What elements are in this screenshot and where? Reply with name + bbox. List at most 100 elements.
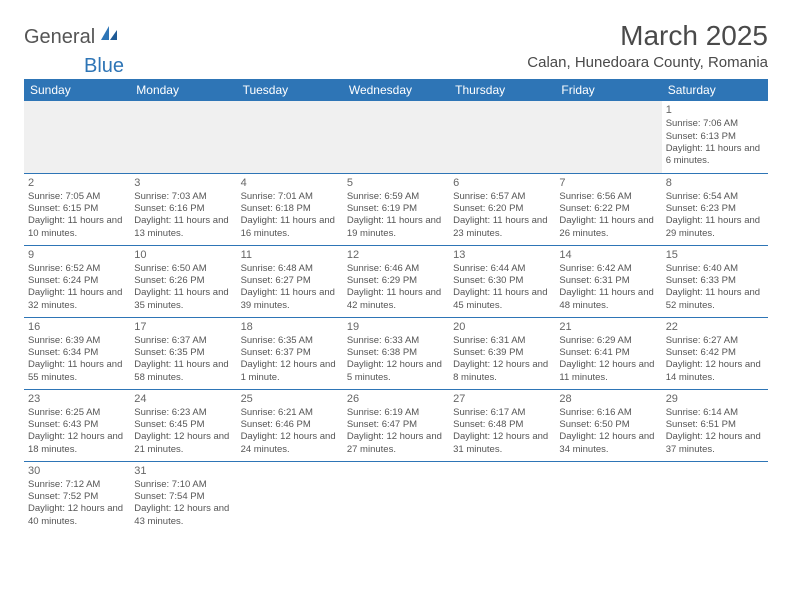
calendar-week-row: 23Sunrise: 6:25 AMSunset: 6:43 PMDayligh… [24,389,768,461]
calendar-empty-cell [130,101,236,173]
day-number: 12 [347,248,445,262]
day-info: Sunrise: 7:05 AMSunset: 6:15 PMDaylight:… [28,191,126,240]
calendar-empty-cell [555,461,661,533]
calendar-day-cell: 15Sunrise: 6:40 AMSunset: 6:33 PMDayligh… [662,245,768,317]
calendar-table: SundayMondayTuesdayWednesdayThursdayFrid… [24,79,768,533]
day-number: 31 [134,464,232,478]
day-number: 17 [134,320,232,334]
calendar-day-cell: 12Sunrise: 6:46 AMSunset: 6:29 PMDayligh… [343,245,449,317]
logo-text-main: General [24,26,95,49]
day-info: Sunrise: 6:17 AMSunset: 6:48 PMDaylight:… [453,407,551,456]
calendar-day-cell: 29Sunrise: 6:14 AMSunset: 6:51 PMDayligh… [662,389,768,461]
day-number: 7 [559,176,657,190]
day-info: Sunrise: 6:29 AMSunset: 6:41 PMDaylight:… [559,335,657,384]
day-number: 20 [453,320,551,334]
day-number: 10 [134,248,232,262]
calendar-empty-cell [662,461,768,533]
day-number: 8 [666,176,764,190]
calendar-day-cell: 4Sunrise: 7:01 AMSunset: 6:18 PMDaylight… [237,173,343,245]
location-text: Calan, Hunedoara County, Romania [527,54,768,71]
page-header: General March 2025 Calan, Hunedoara Coun… [24,20,768,71]
calendar-day-cell: 14Sunrise: 6:42 AMSunset: 6:31 PMDayligh… [555,245,661,317]
day-info: Sunrise: 6:59 AMSunset: 6:19 PMDaylight:… [347,191,445,240]
day-number: 18 [241,320,339,334]
day-info: Sunrise: 6:27 AMSunset: 6:42 PMDaylight:… [666,335,764,384]
day-info: Sunrise: 7:12 AMSunset: 7:52 PMDaylight:… [28,479,126,528]
day-info: Sunrise: 6:44 AMSunset: 6:30 PMDaylight:… [453,263,551,312]
day-info: Sunrise: 6:54 AMSunset: 6:23 PMDaylight:… [666,191,764,240]
calendar-empty-cell [24,101,130,173]
day-number: 15 [666,248,764,262]
calendar-week-row: 2Sunrise: 7:05 AMSunset: 6:15 PMDaylight… [24,173,768,245]
calendar-empty-cell [237,101,343,173]
calendar-day-cell: 28Sunrise: 6:16 AMSunset: 6:50 PMDayligh… [555,389,661,461]
calendar-day-cell: 3Sunrise: 7:03 AMSunset: 6:16 PMDaylight… [130,173,236,245]
day-info: Sunrise: 6:16 AMSunset: 6:50 PMDaylight:… [559,407,657,456]
weekday-row: SundayMondayTuesdayWednesdayThursdayFrid… [24,79,768,101]
day-info: Sunrise: 6:42 AMSunset: 6:31 PMDaylight:… [559,263,657,312]
calendar-day-cell: 23Sunrise: 6:25 AMSunset: 6:43 PMDayligh… [24,389,130,461]
calendar-empty-cell [343,461,449,533]
calendar-day-cell: 10Sunrise: 6:50 AMSunset: 6:26 PMDayligh… [130,245,236,317]
day-info: Sunrise: 6:57 AMSunset: 6:20 PMDaylight:… [453,191,551,240]
calendar-day-cell: 30Sunrise: 7:12 AMSunset: 7:52 PMDayligh… [24,461,130,533]
calendar-day-cell: 1Sunrise: 7:06 AMSunset: 6:13 PMDaylight… [662,101,768,173]
calendar-day-cell: 18Sunrise: 6:35 AMSunset: 6:37 PMDayligh… [237,317,343,389]
day-number: 26 [347,392,445,406]
logo-sail-icon [99,24,119,47]
day-info: Sunrise: 6:33 AMSunset: 6:38 PMDaylight:… [347,335,445,384]
day-number: 16 [28,320,126,334]
day-info: Sunrise: 6:31 AMSunset: 6:39 PMDaylight:… [453,335,551,384]
calendar-day-cell: 17Sunrise: 6:37 AMSunset: 6:35 PMDayligh… [130,317,236,389]
calendar-empty-cell [449,461,555,533]
day-info: Sunrise: 6:35 AMSunset: 6:37 PMDaylight:… [241,335,339,384]
day-number: 19 [347,320,445,334]
calendar-day-cell: 27Sunrise: 6:17 AMSunset: 6:48 PMDayligh… [449,389,555,461]
day-number: 5 [347,176,445,190]
day-number: 21 [559,320,657,334]
calendar-head: SundayMondayTuesdayWednesdayThursdayFrid… [24,79,768,101]
weekday-header: Thursday [449,79,555,101]
calendar-body: 1Sunrise: 7:06 AMSunset: 6:13 PMDaylight… [24,101,768,533]
logo: General [24,26,121,49]
weekday-header: Sunday [24,79,130,101]
day-info: Sunrise: 6:37 AMSunset: 6:35 PMDaylight:… [134,335,232,384]
day-info: Sunrise: 7:06 AMSunset: 6:13 PMDaylight:… [666,118,764,167]
calendar-empty-cell [343,101,449,173]
day-info: Sunrise: 6:23 AMSunset: 6:45 PMDaylight:… [134,407,232,456]
day-info: Sunrise: 6:48 AMSunset: 6:27 PMDaylight:… [241,263,339,312]
day-info: Sunrise: 6:56 AMSunset: 6:22 PMDaylight:… [559,191,657,240]
day-info: Sunrise: 6:46 AMSunset: 6:29 PMDaylight:… [347,263,445,312]
day-info: Sunrise: 6:50 AMSunset: 6:26 PMDaylight:… [134,263,232,312]
day-info: Sunrise: 7:10 AMSunset: 7:54 PMDaylight:… [134,479,232,528]
day-info: Sunrise: 6:14 AMSunset: 6:51 PMDaylight:… [666,407,764,456]
day-number: 29 [666,392,764,406]
weekday-header: Monday [130,79,236,101]
day-number: 3 [134,176,232,190]
calendar-day-cell: 9Sunrise: 6:52 AMSunset: 6:24 PMDaylight… [24,245,130,317]
day-info: Sunrise: 6:25 AMSunset: 6:43 PMDaylight:… [28,407,126,456]
calendar-week-row: 9Sunrise: 6:52 AMSunset: 6:24 PMDaylight… [24,245,768,317]
calendar-empty-cell [555,101,661,173]
day-number: 14 [559,248,657,262]
calendar-empty-cell [237,461,343,533]
calendar-day-cell: 5Sunrise: 6:59 AMSunset: 6:19 PMDaylight… [343,173,449,245]
day-info: Sunrise: 6:39 AMSunset: 6:34 PMDaylight:… [28,335,126,384]
day-number: 25 [241,392,339,406]
month-title: March 2025 [527,20,768,52]
weekday-header: Friday [555,79,661,101]
calendar-day-cell: 26Sunrise: 6:19 AMSunset: 6:47 PMDayligh… [343,389,449,461]
calendar-day-cell: 11Sunrise: 6:48 AMSunset: 6:27 PMDayligh… [237,245,343,317]
day-info: Sunrise: 6:21 AMSunset: 6:46 PMDaylight:… [241,407,339,456]
calendar-day-cell: 8Sunrise: 6:54 AMSunset: 6:23 PMDaylight… [662,173,768,245]
weekday-header: Saturday [662,79,768,101]
day-number: 2 [28,176,126,190]
calendar-week-row: 1Sunrise: 7:06 AMSunset: 6:13 PMDaylight… [24,101,768,173]
day-number: 23 [28,392,126,406]
calendar-page: General March 2025 Calan, Hunedoara Coun… [0,0,792,553]
day-number: 4 [241,176,339,190]
calendar-day-cell: 13Sunrise: 6:44 AMSunset: 6:30 PMDayligh… [449,245,555,317]
calendar-day-cell: 20Sunrise: 6:31 AMSunset: 6:39 PMDayligh… [449,317,555,389]
day-info: Sunrise: 6:19 AMSunset: 6:47 PMDaylight:… [347,407,445,456]
calendar-week-row: 16Sunrise: 6:39 AMSunset: 6:34 PMDayligh… [24,317,768,389]
